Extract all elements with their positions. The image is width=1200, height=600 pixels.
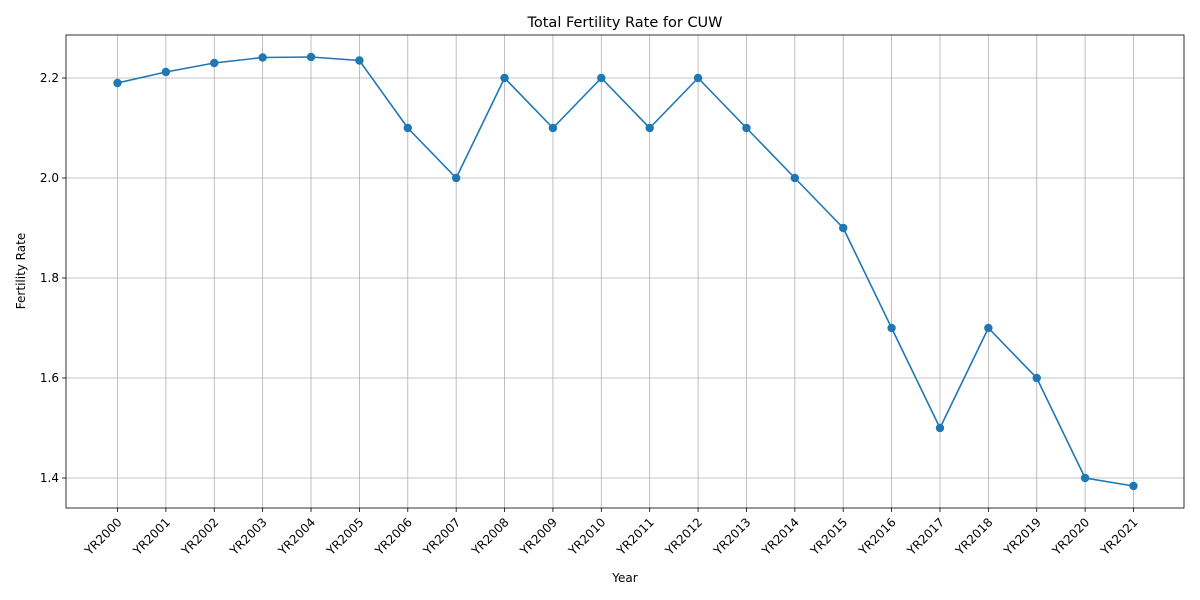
data-point xyxy=(451,173,461,183)
x-tick-label: YR2006 xyxy=(372,515,415,558)
x-tick-label: YR2007 xyxy=(420,515,463,558)
chart-title: Total Fertility Rate for CUW xyxy=(526,15,722,31)
x-axis-label: Year xyxy=(611,571,637,585)
x-tick-label: YR2021 xyxy=(1097,515,1140,558)
data-point xyxy=(1080,473,1090,483)
series-line xyxy=(117,56,1134,487)
y-tick-label: 1.8 xyxy=(40,271,59,285)
data-point xyxy=(403,123,412,133)
x-tick-label: YR2020 xyxy=(1049,515,1092,558)
data-point xyxy=(742,123,751,133)
series-layer xyxy=(117,56,1134,487)
grid-layer xyxy=(66,35,1184,508)
y-axis-label: Fertility Rate xyxy=(14,233,28,309)
x-tick-label: YR2003 xyxy=(226,515,269,558)
x-tick-label: YR2015 xyxy=(807,515,850,558)
data-point xyxy=(113,78,122,88)
data-point xyxy=(1129,481,1138,491)
x-tick-label: YR2017 xyxy=(904,515,947,558)
data-point xyxy=(790,173,800,183)
data-point xyxy=(1032,373,1041,383)
x-tick-label: YR2008 xyxy=(468,515,511,558)
x-tick-label: YR2009 xyxy=(517,515,560,558)
x-tick-label: YR2002 xyxy=(178,515,221,558)
data-point xyxy=(887,323,896,333)
data-point xyxy=(597,73,606,83)
data-point xyxy=(984,323,993,333)
data-point xyxy=(935,423,945,433)
x-tick-label: YR2012 xyxy=(662,515,705,558)
x-tick-label: YR2019 xyxy=(1001,515,1044,558)
data-point xyxy=(355,56,364,65)
data-point xyxy=(258,53,267,62)
marker-layer xyxy=(113,52,1138,491)
x-tick-label: YR2013 xyxy=(710,515,753,558)
x-tick-label: YR2018 xyxy=(952,515,995,558)
data-point xyxy=(500,73,509,83)
data-point xyxy=(161,67,171,77)
x-tick-label: YR2014 xyxy=(759,515,802,558)
data-point xyxy=(839,223,848,233)
data-point xyxy=(306,52,316,62)
y-tick-label: 2.2 xyxy=(40,71,59,85)
x-axis-ticks: YR2000 YR2001 YR2002 YR2003 YR2004 YR2005 YR20… xyxy=(81,508,1141,559)
x-tick-label: YR2011 xyxy=(614,515,657,558)
data-point xyxy=(693,73,703,83)
data-point xyxy=(548,123,558,133)
x-tick-label: YR2001 xyxy=(130,515,173,558)
x-tick-label: YR2010 xyxy=(565,515,608,558)
data-point xyxy=(645,123,654,133)
x-tick-label: YR2016 xyxy=(855,515,898,558)
x-tick-label: YR2005 xyxy=(323,515,366,558)
x-tick-label: YR2000 xyxy=(81,515,124,558)
y-tick-label: 1.4 xyxy=(40,471,59,485)
plot-frame xyxy=(65,34,1185,509)
data-point xyxy=(210,58,219,68)
y-tick-label: 1.6 xyxy=(40,371,59,385)
y-tick-label: 2.0 xyxy=(40,171,59,185)
y-axis-ticks: 1.4 1.6 1.8 2.0 2.2 xyxy=(40,71,66,485)
x-tick-label: YR2004 xyxy=(275,515,318,558)
